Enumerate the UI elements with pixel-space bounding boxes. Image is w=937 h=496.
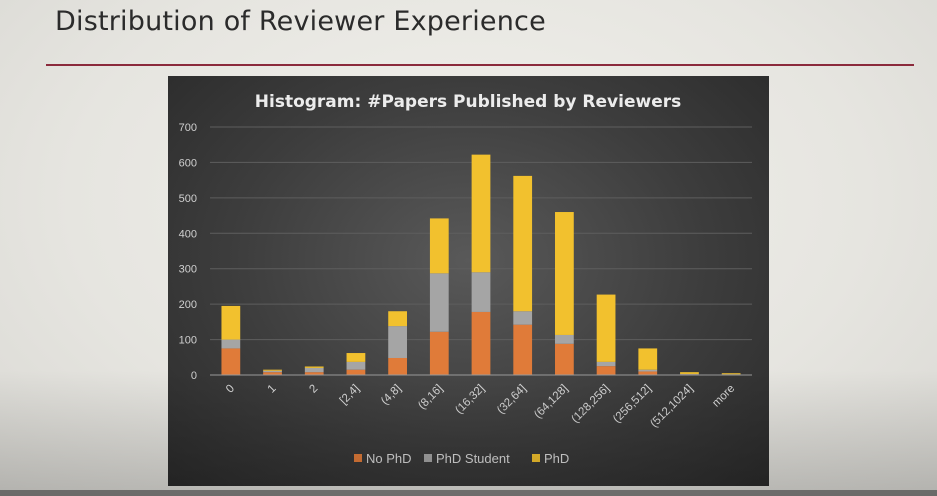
x-tick-label: 1 <box>266 383 279 396</box>
bar-segment-no-phd <box>429 331 449 375</box>
bar-segment-no-phd <box>471 311 491 375</box>
x-tick-label: (16,32] <box>453 383 487 417</box>
bar-segment-phd-student <box>346 361 366 370</box>
bar-segment-phd <box>638 348 658 370</box>
bar-segment-no-phd <box>596 366 616 375</box>
y-tick-label: 500 <box>179 193 197 205</box>
legend-label: No PhD <box>366 451 412 466</box>
legend-swatch <box>424 454 432 462</box>
legend-swatch <box>532 454 540 462</box>
bar-segment-phd-student <box>388 326 407 358</box>
bar-segment-phd-student <box>555 334 574 344</box>
bar-segment-phd <box>513 175 533 312</box>
bar-segment-phd <box>388 311 407 327</box>
bar-segment-phd <box>304 366 324 368</box>
bar-segment-phd-student <box>221 339 241 349</box>
bar-segment-phd <box>721 373 741 375</box>
x-tick-label: more <box>710 383 737 410</box>
bar-segment-phd-student <box>304 367 324 373</box>
bar-segment-phd <box>429 218 449 274</box>
bar-segment-phd-student <box>596 361 616 367</box>
bar-segment-no-phd <box>388 357 407 375</box>
bar-segment-no-phd <box>304 372 324 375</box>
x-tick-label: (8,16] <box>416 383 445 412</box>
bar-segment-no-phd <box>638 371 658 375</box>
bottom-strip <box>0 490 937 496</box>
x-tick-label: (32,64] <box>495 383 529 417</box>
legend-swatch <box>354 454 362 462</box>
x-tick-label: [2,4] <box>338 383 362 407</box>
x-tick-label: (128,256] <box>569 383 612 426</box>
x-tick-label: 0 <box>224 383 237 396</box>
y-tick-label: 100 <box>179 335 197 347</box>
chart-panel: Histogram: #Papers Published by Reviewer… <box>168 76 769 486</box>
bar-segment-phd <box>221 305 241 340</box>
x-tick-label: (512,1024] <box>648 383 695 430</box>
bar-segment-phd <box>680 372 699 374</box>
bar-segment-no-phd <box>346 369 366 375</box>
bar-segment-no-phd <box>513 324 533 375</box>
x-tick-label: (64,128] <box>532 383 570 421</box>
chart-title: Histogram: #Papers Published by Reviewer… <box>255 92 681 112</box>
bar-segment-phd <box>263 369 282 371</box>
bar-segment-phd-student <box>429 273 449 332</box>
histogram-chart: Histogram: #Papers Published by Reviewer… <box>179 92 752 466</box>
bar-segment-no-phd <box>263 372 282 375</box>
y-tick-label: 400 <box>179 228 197 240</box>
legend-label: PhD <box>544 451 569 466</box>
y-tick-label: 200 <box>179 299 197 311</box>
x-tick-label: (256,512] <box>611 383 654 426</box>
y-tick-label: 700 <box>179 122 197 134</box>
x-tick-label: 2 <box>307 383 320 396</box>
y-tick-label: 300 <box>179 264 197 276</box>
bar-segment-phd <box>555 212 574 335</box>
x-tick-label: (4,8] <box>379 383 404 408</box>
bar-segment-phd-student <box>471 272 491 312</box>
bar-segment-no-phd <box>555 343 574 375</box>
bar-segment-no-phd <box>221 348 241 375</box>
bar-segment-phd-student <box>638 369 658 372</box>
title-divider <box>46 64 914 66</box>
slide-title: Distribution of Reviewer Experience <box>55 6 546 37</box>
bar-segment-phd-student <box>263 370 282 373</box>
bar-segment-phd <box>596 294 616 362</box>
y-tick-label: 0 <box>191 370 197 382</box>
bar-segment-phd <box>346 353 366 362</box>
y-tick-label: 600 <box>179 157 197 169</box>
legend-label: PhD Student <box>436 451 510 466</box>
bar-segment-phd-student <box>513 311 533 325</box>
bar-segment-phd <box>471 154 491 273</box>
